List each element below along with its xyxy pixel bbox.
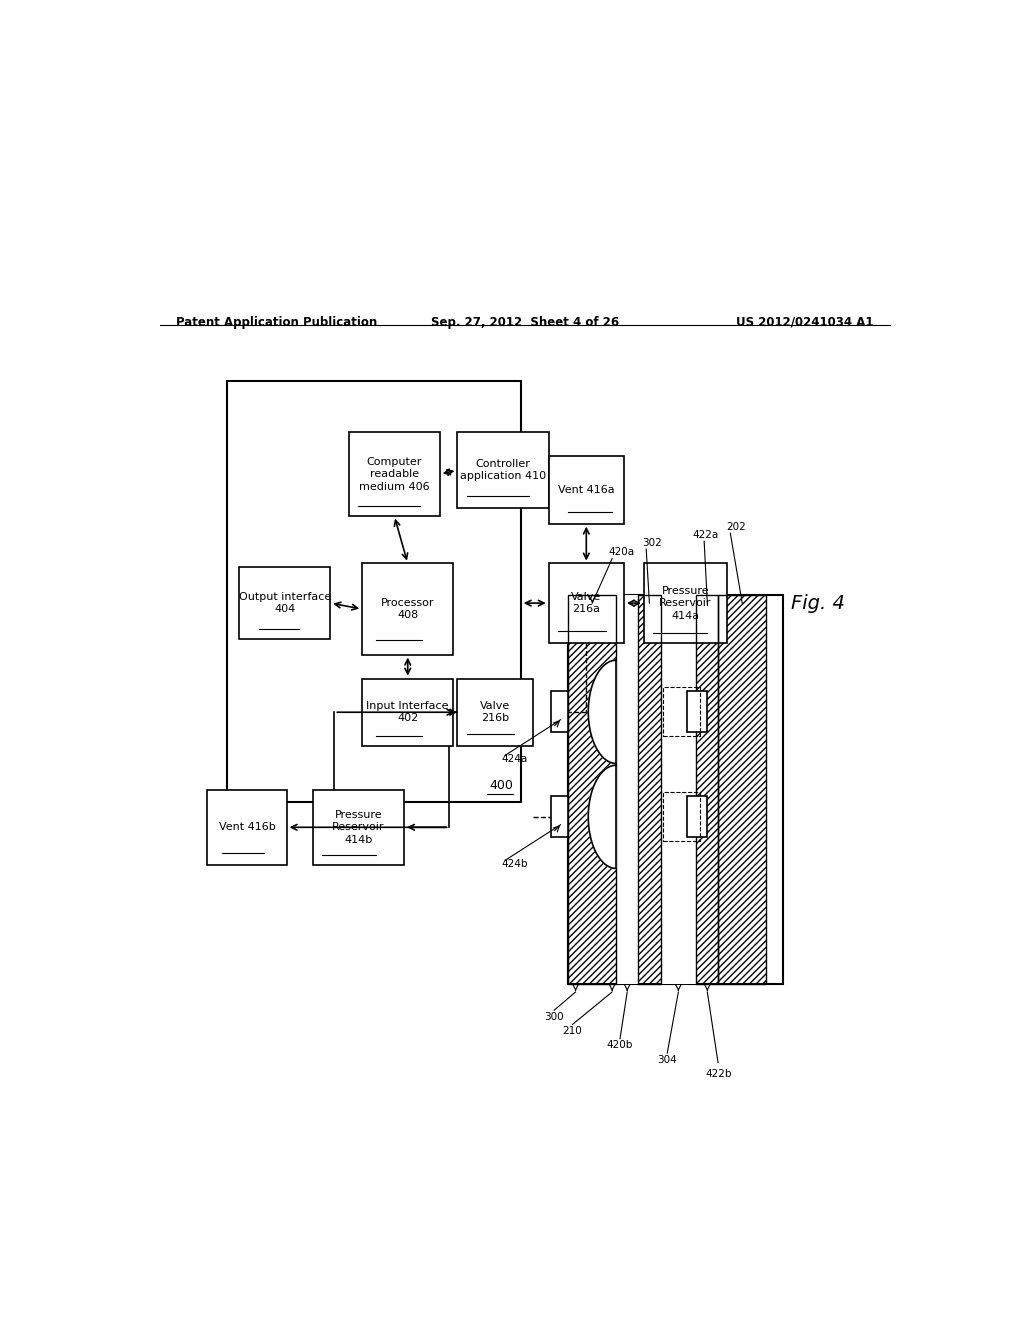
Text: Vent 416a: Vent 416a (558, 484, 614, 495)
Bar (362, 564, 454, 655)
Bar (362, 678, 454, 746)
Bar (568, 595, 616, 983)
Text: Valve
216b: Valve 216b (480, 701, 510, 723)
Bar (696, 595, 719, 983)
Bar (719, 595, 766, 983)
Polygon shape (589, 660, 616, 763)
Text: 210: 210 (562, 1026, 583, 1036)
Bar (568, 595, 782, 983)
Bar (549, 457, 624, 524)
Text: Computer
readable
medium 406: Computer readable medium 406 (359, 457, 429, 491)
Text: Input Interface
402: Input Interface 402 (367, 701, 449, 723)
Polygon shape (589, 766, 616, 869)
Text: 424b: 424b (501, 859, 527, 870)
Bar (638, 595, 660, 983)
Bar (458, 433, 549, 508)
Bar (687, 796, 708, 837)
Text: 420b: 420b (607, 1040, 633, 1051)
Bar (348, 433, 440, 516)
Text: 202: 202 (726, 521, 746, 532)
Bar (568, 595, 616, 983)
Bar (240, 568, 331, 639)
Text: Patent Application Publication: Patent Application Publication (176, 315, 377, 329)
Text: Valve
216a: Valve 216a (571, 591, 601, 614)
Bar (549, 564, 624, 643)
Text: 422b: 422b (706, 1069, 732, 1078)
Bar (551, 796, 568, 837)
Text: 420a: 420a (608, 546, 634, 557)
Text: Fig. 4: Fig. 4 (792, 594, 846, 612)
Text: Controller
application 410: Controller application 410 (460, 459, 546, 482)
Text: Pressure
Reservoir
414b: Pressure Reservoir 414b (333, 810, 385, 845)
Bar (638, 595, 660, 983)
Text: Output interface
404: Output interface 404 (239, 591, 331, 614)
Text: Processor
408: Processor 408 (381, 598, 434, 620)
Text: 400: 400 (489, 779, 513, 792)
Bar (644, 564, 727, 643)
Bar (313, 789, 404, 865)
Bar (696, 595, 719, 983)
Text: 422a: 422a (692, 529, 719, 540)
Bar (719, 595, 766, 983)
Text: 304: 304 (657, 1055, 677, 1065)
Bar (616, 595, 638, 983)
Bar (551, 692, 568, 733)
Text: Pressure
Reservoir
414a: Pressure Reservoir 414a (659, 586, 712, 620)
Text: Vent 416b: Vent 416b (219, 822, 275, 833)
Bar (687, 692, 708, 733)
Bar (207, 789, 287, 865)
Bar (227, 381, 521, 801)
Bar (660, 595, 696, 983)
Bar (458, 678, 532, 746)
Text: 300: 300 (545, 1012, 564, 1022)
Text: 424a: 424a (501, 755, 527, 764)
Text: US 2012/0241034 A1: US 2012/0241034 A1 (736, 315, 873, 329)
Text: 302: 302 (642, 537, 662, 548)
Text: Sep. 27, 2012  Sheet 4 of 26: Sep. 27, 2012 Sheet 4 of 26 (431, 315, 618, 329)
